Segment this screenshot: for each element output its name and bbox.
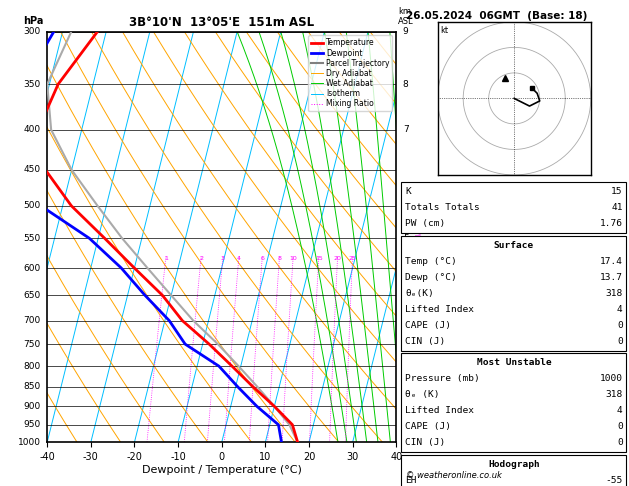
- Text: CAPE (J): CAPE (J): [405, 422, 451, 432]
- Text: LCL: LCL: [403, 420, 419, 429]
- Text: Lifted Index: Lifted Index: [405, 305, 474, 314]
- Text: kt: kt: [441, 26, 449, 35]
- Text: 15: 15: [611, 187, 623, 196]
- Text: 2: 2: [403, 362, 408, 371]
- Text: 700: 700: [23, 316, 41, 325]
- Text: 9: 9: [403, 27, 409, 36]
- Text: 4: 4: [403, 263, 408, 273]
- Text: 800: 800: [23, 362, 41, 371]
- Text: 0: 0: [617, 438, 623, 448]
- Text: 17.4: 17.4: [599, 257, 623, 266]
- Text: CIN (J): CIN (J): [405, 337, 445, 346]
- Text: 1: 1: [403, 382, 409, 391]
- Text: Mixing Ratio (g/kg): Mixing Ratio (g/kg): [415, 218, 423, 297]
- Text: θₑ (K): θₑ (K): [405, 390, 440, 399]
- Text: 13.7: 13.7: [599, 273, 623, 282]
- Text: 500: 500: [23, 201, 41, 210]
- Text: 6: 6: [260, 257, 264, 261]
- Text: 20: 20: [333, 257, 342, 261]
- Text: km
ASL: km ASL: [398, 7, 414, 26]
- Text: 0: 0: [617, 422, 623, 432]
- Text: 300: 300: [23, 27, 41, 36]
- Text: 900: 900: [23, 402, 41, 411]
- Text: Dewp (°C): Dewp (°C): [405, 273, 457, 282]
- Text: 26.05.2024  06GMT  (Base: 18): 26.05.2024 06GMT (Base: 18): [406, 11, 587, 21]
- Text: Lifted Index: Lifted Index: [405, 406, 474, 416]
- Text: Temp (°C): Temp (°C): [405, 257, 457, 266]
- Text: θₑ(K): θₑ(K): [405, 289, 434, 298]
- Text: 15: 15: [315, 257, 323, 261]
- Title: 3B°10'N  13°05'E  151m ASL: 3B°10'N 13°05'E 151m ASL: [129, 16, 314, 29]
- Text: 3: 3: [221, 257, 225, 261]
- Text: 25: 25: [348, 257, 357, 261]
- Text: K: K: [405, 187, 411, 196]
- Text: 1: 1: [164, 257, 168, 261]
- Text: 350: 350: [23, 80, 41, 88]
- Text: hPa: hPa: [23, 16, 43, 26]
- X-axis label: Dewpoint / Temperature (°C): Dewpoint / Temperature (°C): [142, 465, 302, 475]
- Text: 41: 41: [611, 203, 623, 212]
- Text: 5: 5: [403, 234, 409, 243]
- Text: 4: 4: [617, 406, 623, 416]
- Text: 0: 0: [617, 321, 623, 330]
- Text: CAPE (J): CAPE (J): [405, 321, 451, 330]
- Text: 1.76: 1.76: [599, 219, 623, 228]
- Text: EH: EH: [405, 476, 416, 485]
- Text: 6: 6: [403, 201, 409, 210]
- Text: 1000: 1000: [18, 438, 41, 447]
- Text: Most Unstable: Most Unstable: [477, 358, 551, 367]
- Text: 7: 7: [403, 125, 409, 134]
- Text: 0: 0: [617, 337, 623, 346]
- Text: CIN (J): CIN (J): [405, 438, 445, 448]
- Text: 1000: 1000: [599, 374, 623, 383]
- Text: 950: 950: [23, 420, 41, 429]
- Text: 3: 3: [403, 316, 409, 325]
- Text: 550: 550: [23, 234, 41, 243]
- Text: 650: 650: [23, 291, 41, 300]
- Text: PW (cm): PW (cm): [405, 219, 445, 228]
- Text: 4: 4: [617, 305, 623, 314]
- Text: 2: 2: [199, 257, 203, 261]
- Text: -55: -55: [606, 476, 623, 485]
- Text: 8: 8: [277, 257, 281, 261]
- Text: 4: 4: [237, 257, 241, 261]
- Text: 318: 318: [606, 390, 623, 399]
- Text: © weatheronline.co.uk: © weatheronline.co.uk: [406, 471, 501, 480]
- Text: Hodograph: Hodograph: [488, 460, 540, 469]
- Text: Surface: Surface: [494, 241, 534, 250]
- Text: Totals Totals: Totals Totals: [405, 203, 480, 212]
- Text: 600: 600: [23, 263, 41, 273]
- Text: 750: 750: [23, 340, 41, 348]
- Legend: Temperature, Dewpoint, Parcel Trajectory, Dry Adiabat, Wet Adiabat, Isotherm, Mi: Temperature, Dewpoint, Parcel Trajectory…: [308, 35, 392, 111]
- Text: 10: 10: [289, 257, 297, 261]
- Text: 400: 400: [23, 125, 41, 134]
- Text: 318: 318: [606, 289, 623, 298]
- Text: 8: 8: [403, 80, 409, 88]
- Text: Pressure (mb): Pressure (mb): [405, 374, 480, 383]
- Text: 450: 450: [23, 165, 41, 174]
- Text: 850: 850: [23, 382, 41, 391]
